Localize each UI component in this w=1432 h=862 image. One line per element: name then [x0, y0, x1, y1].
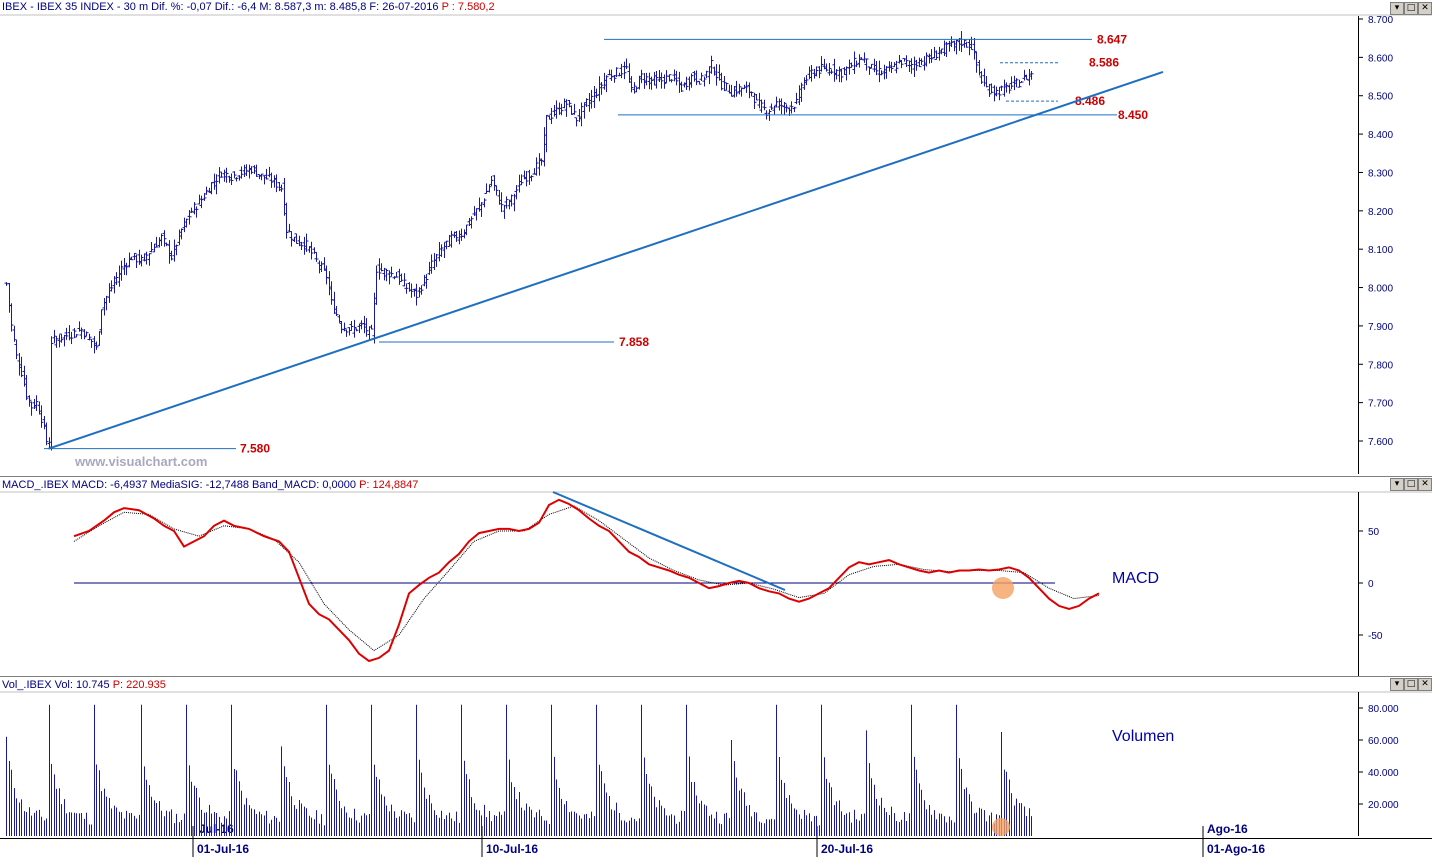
- volume-panel-label: Volumen: [1112, 728, 1174, 745]
- level-label: 8.450: [1118, 108, 1148, 122]
- price-tick-label: 8.500: [1368, 92, 1393, 103]
- macd-tick-label: 50: [1368, 527, 1380, 538]
- volume-panel-header: Vol_.IBEX Vol: 10.745 P: 220.935: [2, 679, 166, 692]
- panel-header-strip: [0, 677, 1432, 692]
- price-trendline: [48, 70, 1164, 450]
- panel-header-strip: [0, 0, 1432, 15]
- level-label: 7.580: [240, 442, 270, 456]
- macd-panel-header: MACD_.IBEX MACD: -6,4937 MediaSIG: -12,7…: [2, 479, 418, 492]
- macd-header-text: MACD_.IBEX MACD: -6,4937 MediaSIG: -12,7…: [2, 479, 357, 491]
- level-label: 8.647: [1097, 32, 1127, 46]
- price-tick-label: 7.900: [1368, 322, 1393, 333]
- time-tick-label: 20-Jul-16: [821, 842, 873, 856]
- price-tick-label: 8.100: [1368, 245, 1393, 256]
- price-maximize-button[interactable]: □: [1404, 2, 1418, 15]
- volume-tick-label: 20.000: [1368, 800, 1399, 811]
- macd-cross-highlight: [992, 577, 1014, 599]
- macd-maximize-button[interactable]: □: [1404, 478, 1418, 491]
- price-header-text: IBEX - IBEX 35 INDEX - 30 m Dif. %: -0,0…: [2, 1, 439, 13]
- volume-minimize-button[interactable]: ▾: [1390, 678, 1404, 691]
- volume-header-text: Vol_.IBEX Vol: 10.745: [2, 679, 110, 691]
- macd-minimize-button[interactable]: ▾: [1390, 478, 1404, 491]
- volume-tick-label: 60.000: [1368, 736, 1399, 747]
- volume-close-button[interactable]: ✕: [1418, 678, 1432, 691]
- time-tick-label: 01-Ago-16: [1207, 842, 1265, 856]
- price-close-button[interactable]: ✕: [1418, 2, 1432, 15]
- time-tick-label: 01-Jul-16: [197, 842, 249, 856]
- price-tick-label: 7.600: [1368, 437, 1393, 448]
- level-label: 7.858: [619, 335, 649, 349]
- price-tick-label: 7.800: [1368, 360, 1393, 371]
- price-tick-label: 8.200: [1368, 207, 1393, 218]
- price-tick-label: 8.300: [1368, 168, 1393, 179]
- macd-signal-line: [73, 505, 1100, 652]
- macd-tick-label: -50: [1368, 631, 1383, 642]
- panel-header-strip: [0, 477, 1432, 492]
- price-tick-label: 7.700: [1368, 399, 1393, 410]
- price-tick-label: 8.000: [1368, 284, 1393, 295]
- macd-trendline: [552, 491, 786, 591]
- price-panel-header: IBEX - IBEX 35 INDEX - 30 m Dif. %: -0,0…: [2, 1, 495, 14]
- month-label-ago: Ago-16: [1207, 822, 1248, 836]
- volume-maximize-button[interactable]: □: [1404, 678, 1418, 691]
- macd-tick-label: 0: [1368, 579, 1374, 590]
- volume-tick-label: 40.000: [1368, 768, 1399, 779]
- watermark: www.visualchart.com: [74, 454, 207, 469]
- macd-close-button[interactable]: ✕: [1418, 478, 1432, 491]
- price-tick-label: 8.700: [1368, 15, 1393, 26]
- price-minimize-button[interactable]: ▾: [1390, 2, 1404, 15]
- macd-header-p: P: 124,8847: [359, 479, 419, 491]
- price-tick-label: 8.600: [1368, 53, 1393, 64]
- volume-highlight: [992, 818, 1010, 836]
- volume-tick-label: 80.000: [1368, 704, 1399, 715]
- time-tick-label: 10-Jul-16: [486, 842, 538, 856]
- volume-header-p: P: 220.935: [112, 679, 166, 691]
- macd-panel-label: MACD: [1112, 570, 1159, 587]
- price-tick-label: 8.400: [1368, 130, 1393, 141]
- level-label: 8.486: [1075, 94, 1105, 108]
- level-label: 8.586: [1089, 56, 1119, 70]
- macd-line: [73, 498, 1100, 663]
- price-header-p: P : 7.580,2: [441, 1, 495, 13]
